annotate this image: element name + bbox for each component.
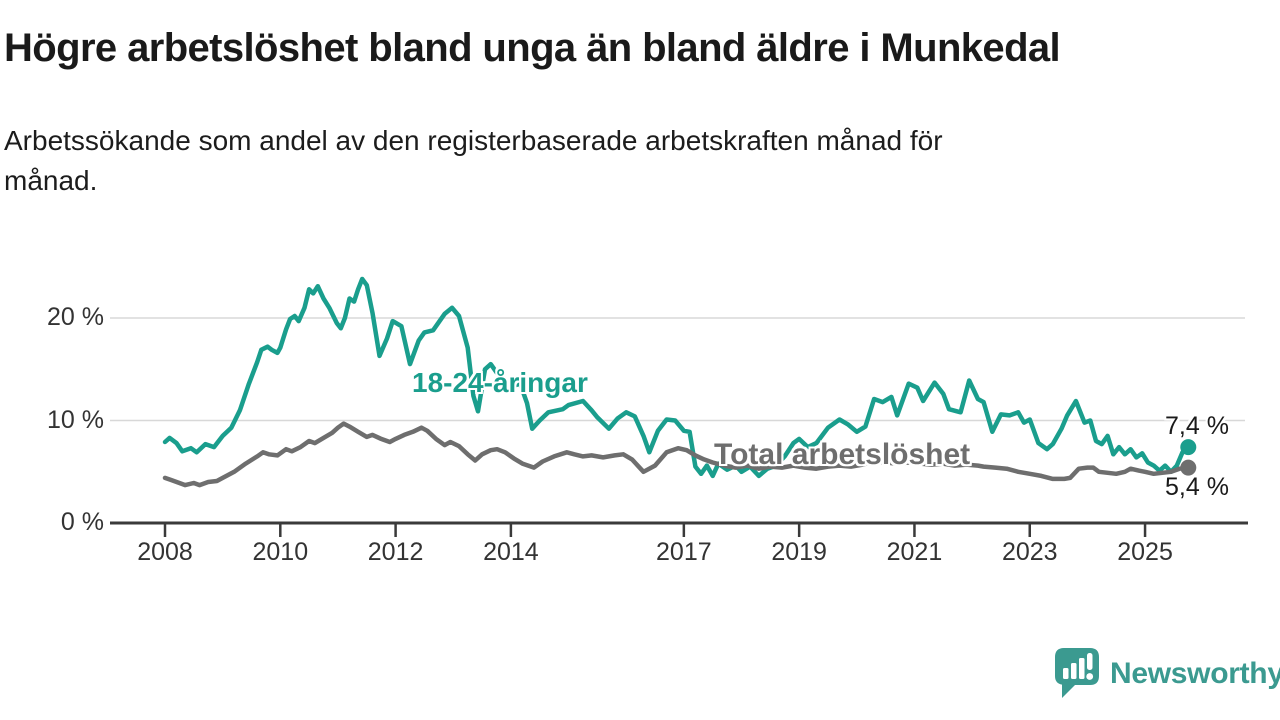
- x-axis-label: 2010: [252, 538, 309, 566]
- x-axis-label: 2008: [137, 538, 193, 566]
- series-label-young: 18-24-åringar: [412, 367, 588, 398]
- x-axis-label: 2017: [656, 538, 712, 566]
- x-axis-label: 2023: [1001, 538, 1058, 566]
- chart-subtitle: Arbetssökande som andel av den registerb…: [4, 121, 1224, 201]
- end-value-label-young: 7,4 %: [1165, 412, 1229, 440]
- x-axis-label: 2019: [771, 538, 827, 566]
- subtitle-line-1: Arbetssökande som andel av den registerb…: [4, 125, 943, 156]
- x-axis-label: 2012: [367, 538, 424, 566]
- y-axis-label: 10 %: [47, 405, 104, 434]
- x-axis-label: 2014: [483, 538, 539, 566]
- series-label-total: Total arbetslöshet: [714, 438, 971, 471]
- page-title: Högre arbetslöshet bland unga än bland ä…: [4, 26, 1061, 70]
- x-axis-label: 2021: [886, 538, 943, 566]
- newsworthy-logo: Newsworthy: [1052, 646, 1280, 702]
- end-value-label-total: 5,4 %: [1165, 473, 1229, 501]
- series-line-total: [162, 421, 1191, 488]
- series-end-dot-young: [1180, 439, 1197, 456]
- y-axis-label: 20 %: [47, 303, 104, 331]
- chart-speech-bubble-icon: [1055, 648, 1099, 698]
- x-axis-label: 2025: [1117, 538, 1173, 566]
- y-axis-label: 0 %: [60, 508, 104, 536]
- subtitle-line-2: månad.: [4, 165, 98, 196]
- newsworthy-wordmark: Newsworthy: [1110, 657, 1280, 690]
- series-line-young: [162, 276, 1191, 479]
- series-end-dot-total: [1180, 459, 1197, 476]
